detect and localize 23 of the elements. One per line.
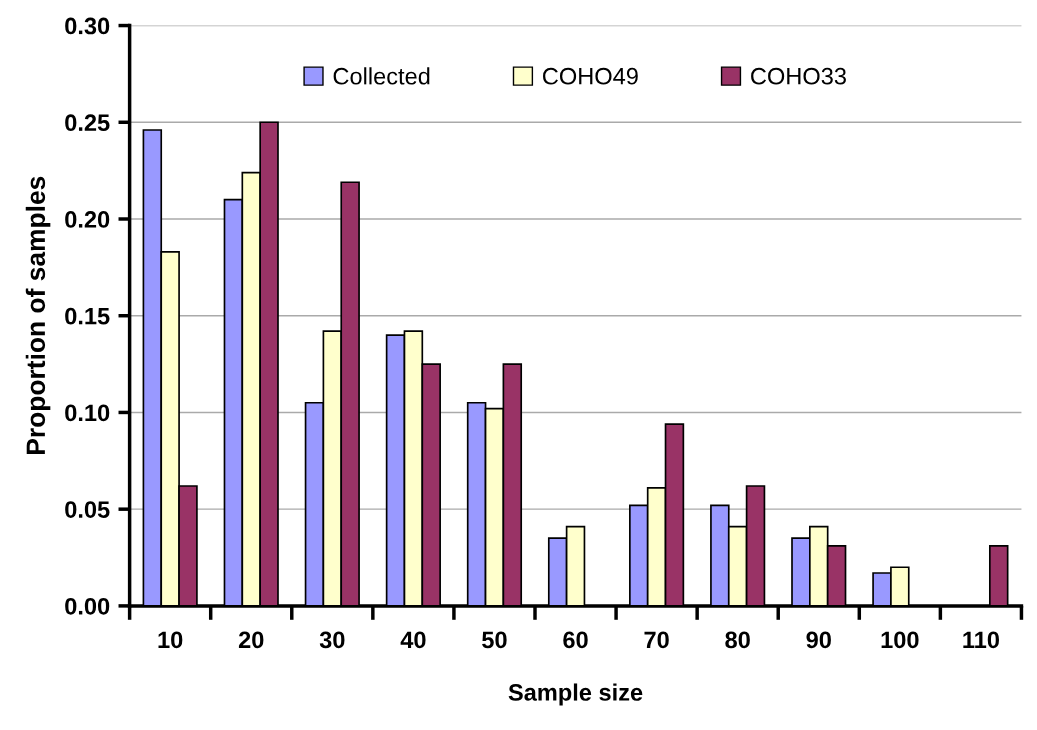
x-tick-label: 100 xyxy=(881,631,919,649)
x-tick-label: 60 xyxy=(563,631,588,649)
y-tick-label: 0.00 xyxy=(65,597,110,615)
x-axis-title: Sample size xyxy=(508,683,643,706)
x-tick-label: 50 xyxy=(482,631,507,649)
x-tick-label: 20 xyxy=(238,631,264,649)
y-tick-label: 0.20 xyxy=(65,211,110,228)
x-tick-label: 30 xyxy=(319,631,345,649)
y-tick-label: 0.30 xyxy=(65,17,110,35)
y-tick-label: 0.15 xyxy=(65,307,110,325)
y-tick-label: 0.25 xyxy=(65,114,110,132)
x-tick-label: 10 xyxy=(158,631,183,649)
legend-label: COHO33 xyxy=(751,67,846,85)
y-tick-label: 0.05 xyxy=(65,501,110,518)
x-tick-label: 70 xyxy=(644,631,669,649)
x-tick-label: 80 xyxy=(725,631,750,649)
legend-label: COHO49 xyxy=(543,67,638,85)
x-tick-label: 110 xyxy=(963,631,999,649)
x-tick-label: 40 xyxy=(400,631,426,649)
y-tick-label: 0.10 xyxy=(65,404,110,422)
legend-label: Collected xyxy=(333,67,430,85)
x-tick-label: 90 xyxy=(806,631,831,649)
y-axis-title: Proportion of samples xyxy=(25,176,51,454)
